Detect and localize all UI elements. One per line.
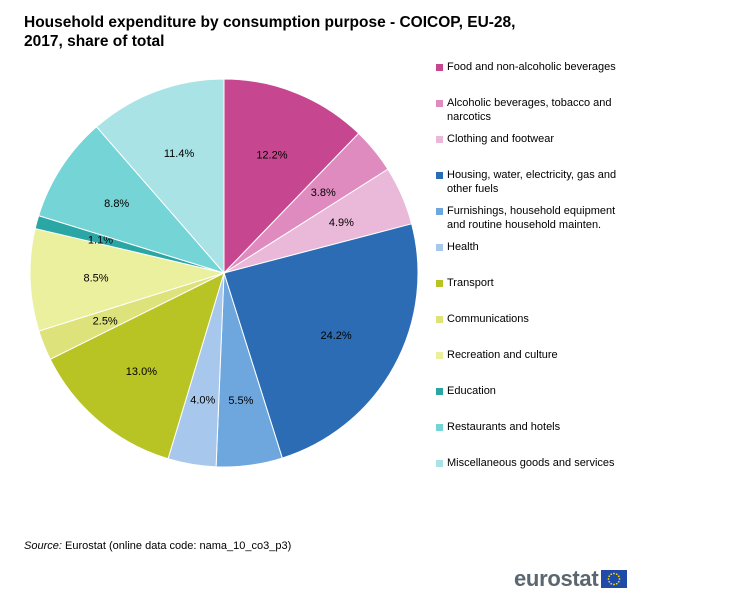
legend-label-11-line-1: Restaurants and hotels xyxy=(447,421,561,433)
pie-slice-1 xyxy=(223,78,360,275)
eu-flag-star xyxy=(616,582,619,585)
pie-slice-7 xyxy=(49,272,225,460)
source-note: Source: Eurostat (online data code: nama… xyxy=(24,540,291,552)
legend-label-7: Transport xyxy=(447,276,657,290)
legend-swatch-7 xyxy=(436,280,443,287)
eurostat-logo: eurostat xyxy=(514,566,628,592)
legend-label-4: Housing, water, electricity, gas and othe… xyxy=(447,168,657,196)
eu-flag-star xyxy=(618,580,621,583)
eu-flag-star xyxy=(608,578,610,580)
pie-data-label-9: 8.5% xyxy=(84,273,109,285)
pie-slice-11 xyxy=(38,126,226,274)
legend-swatch-1 xyxy=(436,64,443,71)
chart-title-line-1: Household expenditure by consumption pur… xyxy=(24,14,516,31)
logo-text: eurostat xyxy=(514,566,599,591)
pie-data-label-4: 24.2% xyxy=(320,330,351,342)
legend-item-5: Furnishings, household equipment and rout… xyxy=(436,204,657,232)
legend-label-4-line-2: other fuels xyxy=(447,183,499,195)
eu-flag-star xyxy=(610,582,613,585)
legend-label-7-line-1: Transport xyxy=(447,277,494,289)
legend-label-12: Miscellaneous goods and services xyxy=(447,456,657,470)
pie-data-label-1: 12.2% xyxy=(256,149,287,161)
legend-label-10-line-1: Education xyxy=(447,385,496,397)
legend-label-1: Food and non-alcoholic beverages xyxy=(447,60,657,74)
eu-flag-star xyxy=(608,580,611,583)
legend-label-2: Alcoholic beverages, tobacco and narcotic… xyxy=(447,96,657,124)
legend-item-7: Transport xyxy=(436,276,657,290)
legend-label-4-line-1: Housing, water, electricity, gas and xyxy=(447,169,617,181)
chart-title-line-2: 2017, share of total xyxy=(24,33,165,50)
legend-label-11: Restaurants and hotels xyxy=(447,420,657,434)
legend-label-5-line-2: and routine household mainten. xyxy=(447,219,602,231)
legend-item-9: Recreation and culture xyxy=(436,348,657,362)
legend-label-3: Clothing and footwear xyxy=(447,132,657,146)
legend-swatch-9 xyxy=(436,352,443,359)
legend-swatch-12 xyxy=(436,460,443,467)
eu-flag-icon xyxy=(601,570,628,588)
legend-label-12-line-1: Miscellaneous goods and services xyxy=(447,457,615,469)
legend-label-6: Health xyxy=(447,240,657,254)
eu-flag-star xyxy=(619,578,621,580)
eu-flag-star xyxy=(616,573,619,576)
chart-title: Household expenditure by consumption pur… xyxy=(24,13,544,51)
eu-flag-star xyxy=(613,583,616,586)
legend-item-6: Health xyxy=(436,240,657,254)
pie-data-label-11: 8.8% xyxy=(104,198,129,210)
pie-slice-12 xyxy=(95,78,225,275)
legend-swatch-6 xyxy=(436,244,443,251)
legend-label-5-line-1: Furnishings, household equipment xyxy=(447,205,616,217)
pie-slice-4 xyxy=(223,223,419,459)
eu-flag-star xyxy=(613,572,616,575)
eu-flag-star xyxy=(608,575,611,578)
legend-swatch-10 xyxy=(436,388,443,395)
legend-item-3: Clothing and footwear xyxy=(436,132,657,146)
legend-label-6-line-1: Health xyxy=(447,241,479,253)
eu-flag-star xyxy=(618,575,621,578)
legend-swatch-11 xyxy=(436,424,443,431)
pie-data-label-8: 2.5% xyxy=(93,316,118,328)
legend-label-8: Communications xyxy=(447,312,657,326)
pie-data-label-5: 5.5% xyxy=(228,395,253,407)
source-text: Eurostat (online data code: nama_10_co3_… xyxy=(64,540,292,552)
legend-swatch-2 xyxy=(436,100,443,107)
pie-data-label-6: 4.0% xyxy=(190,394,215,406)
legend-label-1-line-1: Food and non-alcoholic beverages xyxy=(447,61,616,73)
legend-item-4: Housing, water, electricity, gas and othe… xyxy=(436,168,657,196)
legend-item-1: Food and non-alcoholic beverages xyxy=(436,60,657,74)
eu-flag-star xyxy=(610,573,613,576)
pie-data-label-2: 3.8% xyxy=(311,187,336,199)
legend-label-8-line-1: Communications xyxy=(447,313,529,325)
pie-data-label-3: 4.9% xyxy=(329,217,354,229)
legend-label-2-line-1: Alcoholic beverages, tobacco and xyxy=(447,97,612,109)
legend-label-3-line-1: Clothing and footwear xyxy=(447,133,555,145)
legend-item-2: Alcoholic beverages, tobacco and narcotic… xyxy=(436,96,657,124)
legend-label-10: Education xyxy=(447,384,657,398)
pie-data-label-12: 11.4% xyxy=(164,148,195,160)
legend-label-9: Recreation and culture xyxy=(447,348,657,362)
legend-swatch-8 xyxy=(436,316,443,323)
legend-swatch-3 xyxy=(436,136,443,143)
legend-swatch-4 xyxy=(436,172,443,179)
source-label: Source: xyxy=(24,540,62,552)
legend-item-10: Education xyxy=(436,384,657,398)
legend-label-5: Furnishings, household equipment and rout… xyxy=(447,204,657,232)
legend-item-11: Restaurants and hotels xyxy=(436,420,657,434)
pie-data-label-7: 13.0% xyxy=(126,366,157,378)
legend-item-8: Communications xyxy=(436,312,657,326)
legend-item-12: Miscellaneous goods and services xyxy=(436,456,657,470)
legend-label-9-line-1: Recreation and culture xyxy=(447,349,558,361)
legend-swatch-5 xyxy=(436,208,443,215)
pie-data-label-10: 1.1% xyxy=(88,234,113,246)
legend-label-2-line-2: narcotics xyxy=(447,111,492,123)
pie-slice-9 xyxy=(29,227,226,332)
